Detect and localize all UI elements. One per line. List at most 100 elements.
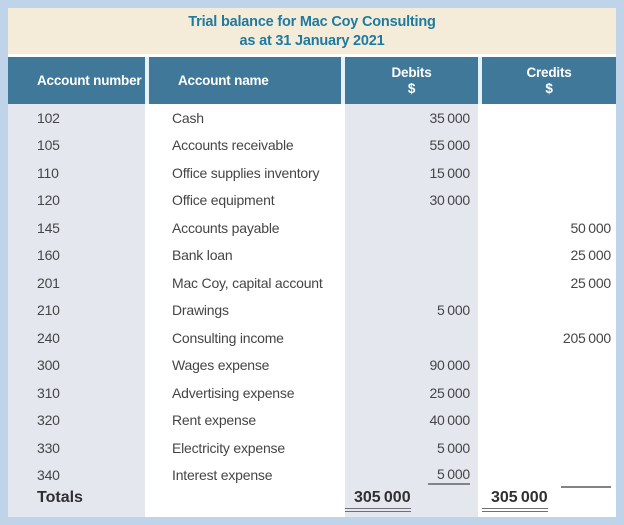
credit-amount-cell: 205 000 [482, 324, 616, 352]
title-header-divider [8, 54, 616, 57]
debit-amount: 55 000 [429, 137, 470, 154]
table-row: 330 Electricity expense 5 000 [8, 434, 616, 462]
table-row: 201 Mac Coy, capital account 25 000 [8, 269, 616, 297]
totals-credit-amount: 305 000 [482, 489, 548, 512]
totals-debit-cell: 305 000 [345, 489, 478, 517]
header-account-number-label: Account number [37, 72, 142, 88]
table-rows: 102 Cash 35 000 105 Accounts receivable … [8, 104, 616, 489]
debit-amount: 90 000 [429, 357, 470, 374]
debit-amount: 15 000 [429, 164, 470, 181]
account-name-cell: Electricity expense [149, 434, 341, 462]
header-credits-unit: $ [545, 81, 553, 96]
debit-amount: 5 000 [428, 466, 470, 485]
header-account-number: Account number [8, 57, 145, 104]
table-row: 210 Drawings 5 000 [8, 296, 616, 324]
account-name-cell: Accounts payable [149, 214, 341, 242]
debit-amount-cell: 55 000 [345, 131, 478, 159]
account-number-cell: 105 [8, 131, 145, 159]
debit-amount-cell: 15 000 [345, 159, 478, 187]
account-name-cell: Drawings [149, 296, 341, 324]
debit-amount-cell: 30 000 [345, 186, 478, 214]
account-number-cell: 310 [8, 379, 145, 407]
debit-amount: 5 000 [437, 439, 470, 456]
debit-amount-cell: 35 000 [345, 104, 478, 132]
table-row: 120 Office equipment 30 000 [8, 186, 616, 214]
credit-amount-cell [482, 104, 616, 132]
account-number-cell: 110 [8, 159, 145, 187]
account-name-cell: Accounts receivable [149, 131, 341, 159]
account-name-cell: Advertising expense [149, 379, 341, 407]
credit-amount-cell [482, 434, 616, 462]
account-number-cell: 102 [8, 104, 145, 132]
account-number-cell: 201 [8, 269, 145, 297]
credit-amount-cell [482, 461, 616, 489]
debit-amount-cell [345, 324, 478, 352]
header-credits-label: Credits [526, 65, 572, 80]
header-divider [145, 57, 149, 104]
header-debits-unit: $ [407, 81, 416, 96]
debit-amount: 35 000 [429, 109, 470, 126]
credit-amount: 25 000 [570, 274, 611, 291]
account-name-cell: Wages expense [149, 351, 341, 379]
table-row: 110 Office supplies inventory 15 000 [8, 159, 616, 187]
credit-amount-cell: 50 000 [482, 214, 616, 242]
debit-amount: 40 000 [429, 412, 470, 429]
credit-amount-cell: 25 000 [482, 241, 616, 269]
credit-amount-cell [482, 296, 616, 324]
account-name-cell: Cash [149, 104, 341, 132]
debit-amount-cell: 5 000 [345, 461, 478, 489]
header-credits: Credits $ [482, 57, 616, 104]
table-row: 310 Advertising expense 25 000 [8, 379, 616, 407]
account-number-cell: 210 [8, 296, 145, 324]
debit-amount-cell: 5 000 [345, 296, 478, 324]
credit-amount-cell: 25 000 [482, 269, 616, 297]
credit-amount: 205 000 [562, 329, 611, 346]
account-number-cell: 145 [8, 214, 145, 242]
totals-debit-amount: 305 000 [345, 489, 411, 512]
debit-amount-cell: 40 000 [345, 406, 478, 434]
credit-amount-cell [482, 131, 616, 159]
table-title-band: Trial balance for Mac Coy Consulting as … [8, 8, 616, 54]
header-account-name: Account name [149, 57, 341, 104]
account-number-cell: 120 [8, 186, 145, 214]
account-name-cell: Office equipment [149, 186, 341, 214]
credit-amount-cell [482, 186, 616, 214]
account-number-cell: 340 [8, 461, 145, 489]
trial-balance-table: Trial balance for Mac Coy Consulting as … [8, 8, 616, 517]
credit-amount-cell [482, 159, 616, 187]
account-number-cell: 160 [8, 241, 145, 269]
table-title-line2: as at 31 January 2021 [239, 32, 385, 49]
header-account-name-label: Account name [178, 72, 269, 88]
debit-amount: 5 000 [437, 302, 470, 319]
credit-empty-rule [561, 486, 611, 488]
account-name-cell: Rent expense [149, 406, 341, 434]
table-row: 145 Accounts payable 50 000 [8, 214, 616, 242]
table-row: 160 Bank loan 25 000 [8, 241, 616, 269]
debit-amount-cell [345, 269, 478, 297]
table-row: 105 Accounts receivable 55 000 [8, 131, 616, 159]
table-row: 102 Cash 35 000 [8, 104, 616, 132]
totals-name-cell [149, 489, 341, 517]
totals-label: Totals [8, 489, 145, 517]
totals-row: Totals 305 000 305 000 [8, 489, 616, 517]
table-row: 300 Wages expense 90 000 [8, 351, 616, 379]
debit-amount-cell: 90 000 [345, 351, 478, 379]
account-number-cell: 320 [8, 406, 145, 434]
credit-amount-cell [482, 406, 616, 434]
debit-amount-cell: 5 000 [345, 434, 478, 462]
debit-amount-cell [345, 241, 478, 269]
account-number-cell: 240 [8, 324, 145, 352]
credit-amount-cell [482, 379, 616, 407]
table-row: 340 Interest expense 5 000 [8, 461, 616, 489]
account-name-cell: Consulting income [149, 324, 341, 352]
account-name-cell: Mac Coy, capital account [149, 269, 341, 297]
debit-amount: 25 000 [429, 384, 470, 401]
debit-amount-cell [345, 214, 478, 242]
table-row: 240 Consulting income 205 000 [8, 324, 616, 352]
account-number-cell: 330 [8, 434, 145, 462]
credit-amount-cell [482, 351, 616, 379]
account-name-cell: Bank loan [149, 241, 341, 269]
account-name-cell: Office supplies inventory [149, 159, 341, 187]
debit-amount-cell: 25 000 [345, 379, 478, 407]
account-number-cell: 300 [8, 351, 145, 379]
